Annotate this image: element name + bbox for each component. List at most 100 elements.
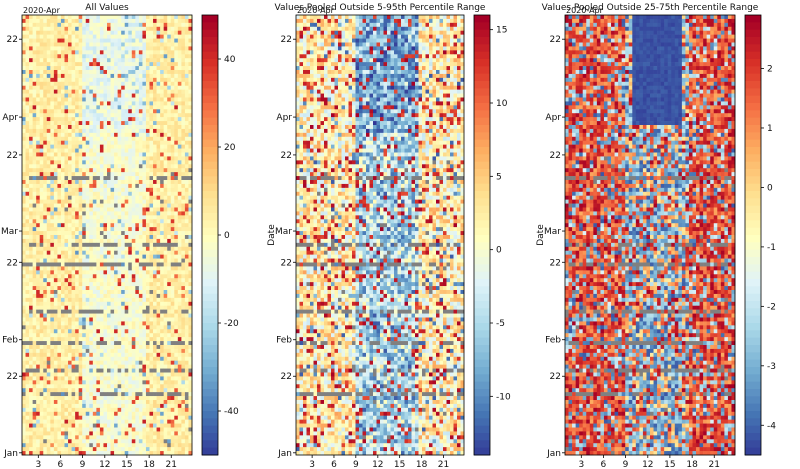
heatmap-cell	[153, 73, 157, 79]
heatmap-cell	[170, 337, 175, 342]
heatmap-cell	[124, 117, 129, 122]
heatmap-cell	[153, 42, 157, 47]
heatmap-cell	[170, 407, 175, 413]
heatmap-cell	[184, 172, 189, 177]
heatmap-cell	[29, 274, 33, 279]
heatmap-cell	[142, 38, 147, 43]
heatmap-cell	[135, 317, 140, 322]
heatmap-cell	[32, 215, 37, 220]
heatmap-cell	[114, 54, 118, 59]
heatmap-cell	[114, 70, 118, 75]
heatmap-cell	[29, 81, 33, 87]
heatmap-cell	[22, 219, 26, 224]
heatmap-cell	[64, 128, 69, 134]
heatmap-cell	[43, 215, 48, 220]
heatmap-cell	[114, 270, 118, 275]
heatmap-cell	[181, 183, 186, 189]
heatmap-cell	[128, 89, 133, 94]
heatmap-cell	[68, 250, 72, 255]
heatmap-cell	[145, 207, 150, 212]
heatmap-cell	[135, 152, 140, 157]
heatmap-cell	[153, 317, 157, 322]
heatmap-cell	[43, 419, 48, 424]
heatmap-cell	[39, 403, 44, 409]
heatmap-cell	[68, 219, 72, 224]
heatmap-cell	[145, 132, 150, 138]
heatmap-cell	[174, 246, 179, 252]
heatmap-cell	[128, 333, 133, 338]
heatmap-cell	[46, 333, 51, 338]
heatmap-cell	[103, 62, 108, 67]
heatmap-cell	[92, 81, 97, 87]
heatmap-cell	[43, 191, 48, 197]
heatmap-cell	[135, 38, 140, 43]
heatmap-cell	[96, 125, 101, 130]
heatmap-cell	[29, 223, 33, 228]
heatmap-cell	[43, 219, 48, 224]
heatmap-cell	[75, 313, 79, 318]
heatmap-cell	[110, 18, 115, 24]
heatmap-cell	[131, 97, 136, 102]
heatmap-cell	[22, 262, 26, 267]
heatmap-cell	[167, 231, 172, 236]
heatmap-cell	[64, 66, 69, 71]
heatmap-cell	[145, 348, 150, 354]
heatmap-cell	[99, 301, 104, 307]
heatmap-cell	[177, 195, 182, 200]
heatmap-cell	[167, 70, 172, 75]
heatmap-cell	[170, 195, 175, 200]
heatmap-cell	[177, 70, 182, 75]
heatmap-cell	[156, 183, 161, 189]
heatmap-cell	[135, 376, 140, 381]
heatmap-cell	[174, 352, 179, 358]
heatmap-cell	[99, 101, 104, 106]
heatmap-cell	[107, 246, 111, 252]
heatmap-cell	[107, 54, 111, 59]
heatmap-cell	[89, 70, 94, 75]
heatmap-cell	[142, 128, 147, 134]
heatmap-cell	[53, 301, 58, 307]
heatmap-cell	[135, 282, 140, 287]
heatmap-cell	[121, 15, 126, 20]
heatmap-cell	[184, 18, 189, 24]
heatmap-cell	[107, 235, 111, 240]
heatmap-cell	[89, 254, 94, 259]
heatmap-cell	[128, 191, 133, 197]
heatmap-cell	[92, 148, 97, 153]
heatmap-cell	[103, 403, 108, 409]
heatmap-cell	[39, 329, 44, 334]
heatmap-cell	[46, 293, 51, 299]
heatmap-cell	[71, 372, 76, 377]
heatmap-cell	[82, 81, 87, 87]
heatmap-cell	[78, 368, 83, 373]
heatmap-cell	[188, 128, 193, 134]
heatmap-cell	[50, 132, 55, 138]
heatmap-cell	[188, 380, 193, 385]
heatmap-cell	[29, 219, 33, 224]
heatmap-cell	[60, 396, 65, 401]
heatmap-cell	[32, 46, 37, 51]
heatmap-cell	[25, 227, 30, 232]
heatmap-cell	[82, 321, 87, 326]
heatmap-cell	[117, 278, 122, 283]
heatmap-cell	[39, 121, 44, 126]
heatmap-cell	[131, 70, 136, 75]
heatmap-cell	[68, 227, 72, 232]
heatmap-cell	[29, 66, 33, 71]
heatmap-cell	[43, 38, 48, 43]
heatmap-cell	[99, 89, 104, 94]
heatmap-cell	[110, 136, 115, 142]
heatmap-cell	[117, 176, 122, 181]
heatmap-cell	[149, 348, 154, 354]
heatmap-cell	[131, 168, 136, 173]
heatmap-cell	[114, 46, 118, 51]
heatmap-cell	[142, 113, 147, 118]
heatmap-cell	[121, 144, 126, 149]
heatmap-cell	[57, 396, 62, 401]
heatmap-cell	[75, 144, 79, 149]
heatmap-cell	[92, 380, 97, 385]
heatmap-cell	[156, 270, 161, 275]
heatmap-cell	[39, 223, 44, 228]
heatmap-cell	[82, 282, 87, 287]
heatmap-cell	[68, 30, 72, 35]
